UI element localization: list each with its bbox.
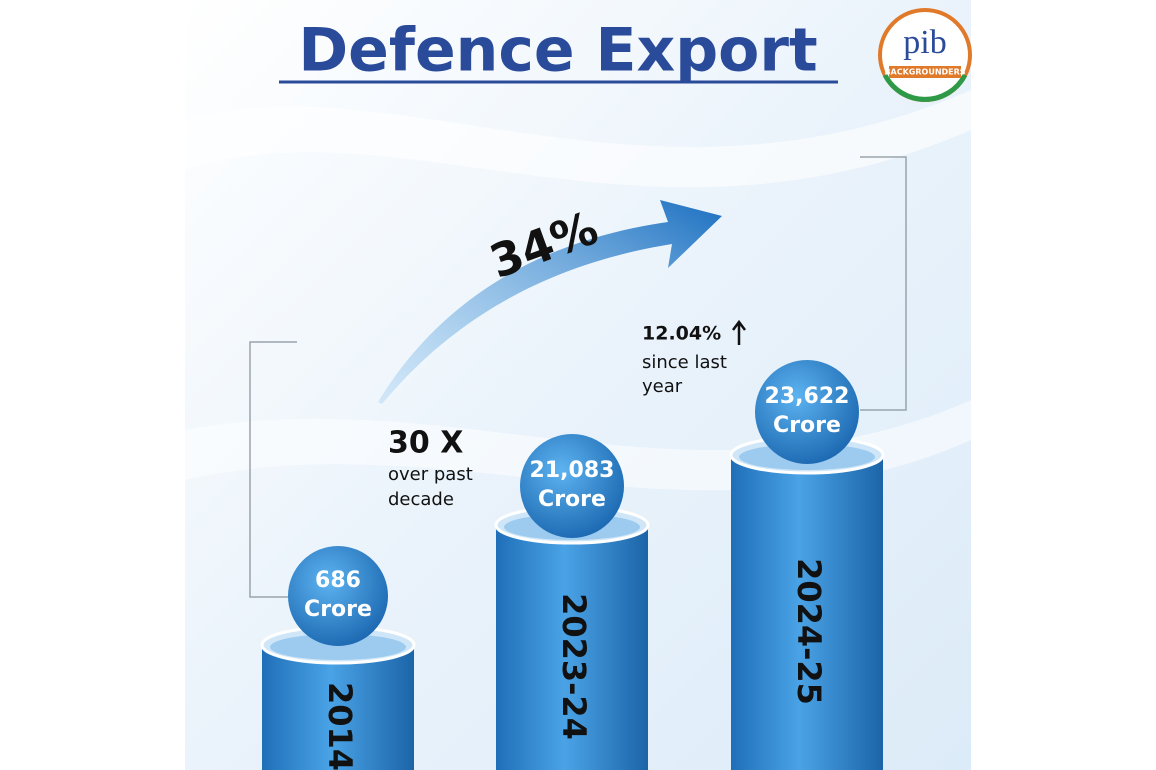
logo-ring [882,73,968,102]
cylinder-body [731,455,883,770]
cylinders: 686 Crore 2014 21,083 Crore 2023-24 23,622 Cror… [260,360,885,770]
amount: 686 [315,568,361,593]
period: 2023-24 [555,593,593,740]
cylinder-body [496,525,648,770]
period: 2014 [321,682,359,770]
amount-ball [288,546,388,646]
logo-text: pib [903,24,946,61]
growth-arrow [378,200,722,404]
period: 2024-25 [790,558,828,705]
amount-ball [520,434,624,538]
amount-unit: Crore [773,413,841,438]
decade-line: over past [388,464,473,485]
bracket [860,156,907,411]
amount-unit: Crore [304,597,372,622]
cylinder-top-inner [270,634,406,660]
amount: 23,622 [765,384,850,409]
annual-line: year [642,376,683,397]
cylinder-body [262,645,414,770]
decade-line: decade [388,489,454,510]
title: Defence Export [298,16,817,86]
logo-subtext: BACKGROUNDERS [884,68,965,77]
up-arrow-icon [732,319,746,345]
logo-band [889,66,961,78]
bracket [249,341,297,598]
amount-unit: Crore [538,487,606,512]
wave [185,90,971,188]
annual-value: 12.04% [642,323,721,345]
amount-ball [755,360,859,464]
decade-value: 30 X [388,426,463,461]
annual-line: since last [642,352,727,373]
amount: 21,083 [530,458,615,483]
